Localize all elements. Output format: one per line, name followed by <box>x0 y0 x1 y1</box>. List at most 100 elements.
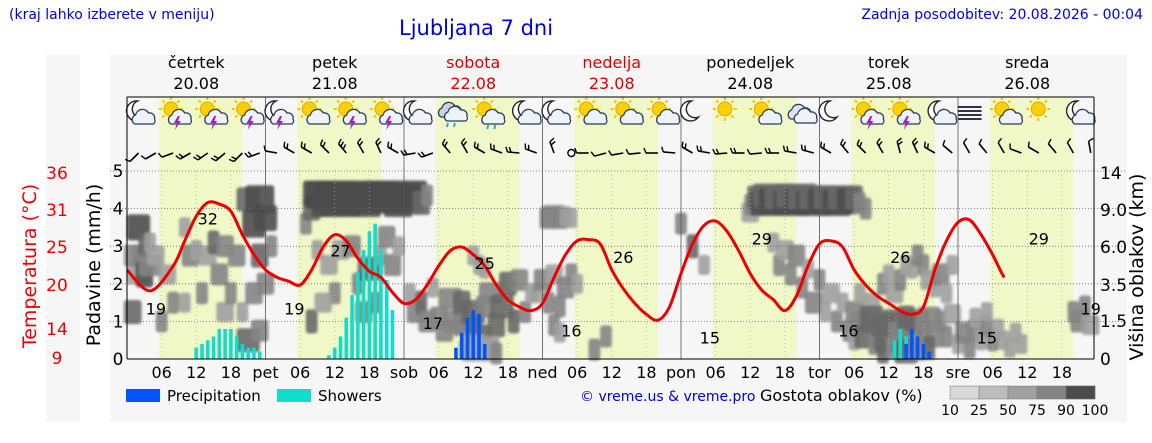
cloud-density-level: 25 <box>970 403 988 419</box>
wind-barb <box>417 151 434 158</box>
showers-bar <box>373 223 377 359</box>
hour-tick: 06 <box>567 363 587 382</box>
wind-barb <box>300 141 313 154</box>
day-abbr-tick: ned <box>527 363 557 382</box>
showers-bar <box>892 340 897 359</box>
daylight-band <box>712 97 797 359</box>
hour-tick: 12 <box>463 363 483 382</box>
credit-text: © vreme.us & vreme.pro <box>580 389 755 405</box>
showers-bar <box>327 355 331 359</box>
wind-barb <box>283 141 295 154</box>
day-date: 23.08 <box>589 74 635 93</box>
precipitation-bar <box>915 336 920 359</box>
sun-icon <box>712 97 737 121</box>
wind-barb <box>1066 137 1075 154</box>
cloud-cell <box>553 322 566 343</box>
cloud-cell <box>421 184 433 207</box>
showers-bar <box>379 249 383 359</box>
moon-cloud-icon <box>541 100 572 125</box>
showers-bar <box>350 295 354 359</box>
cloud-rain-icon <box>437 101 468 128</box>
wind-barb <box>962 137 971 154</box>
precipitation-bar <box>910 328 914 359</box>
precipitation-tick: 2 <box>113 275 124 295</box>
wind-barb <box>337 138 347 154</box>
wind-barb <box>643 147 658 154</box>
cloud-cell <box>946 255 959 275</box>
sun-cloud-icon <box>647 97 681 125</box>
temperature-tick: 20 <box>46 276 68 296</box>
precipitation-swatch <box>126 389 160 402</box>
day-name: ponedeljek <box>706 53 795 72</box>
cloud-density-swatch <box>1007 385 1038 400</box>
wind-barb <box>978 138 988 154</box>
cloud-cell <box>940 283 953 304</box>
cloud-cell <box>1004 337 1016 358</box>
showers-bar <box>367 231 372 359</box>
hour-tick: 06 <box>290 363 310 382</box>
showers-bar <box>332 347 337 359</box>
precipitation-bar <box>483 343 487 359</box>
hour-tick: 06 <box>151 363 171 382</box>
last-update: Zadnja posodobitev: 20.08.2026 - 00:04 <box>861 7 1143 23</box>
showers-bar <box>252 347 256 359</box>
day-date: 26.08 <box>1004 74 1050 93</box>
hour-tick: 06 <box>844 363 864 382</box>
cloud-cell <box>383 254 402 276</box>
temperature-line <box>125 200 1006 322</box>
cloud-cell <box>236 302 249 322</box>
temperature-label: 26 <box>890 248 910 267</box>
cloud-cell <box>804 291 823 314</box>
cloud-cell <box>487 313 506 338</box>
sun-cloud-icon <box>749 97 783 125</box>
temperature-tick: 9 <box>52 349 63 369</box>
wind-barb <box>574 147 589 154</box>
showers-bar <box>344 317 349 359</box>
cloud-cell <box>1079 295 1091 318</box>
day-abbr-tick: pet <box>252 363 278 382</box>
sun-cloud-icon <box>574 97 608 125</box>
wind-barb <box>356 137 365 154</box>
hour-tick: 18 <box>498 363 518 382</box>
wind-barb <box>942 139 953 154</box>
precipitation-bar <box>927 351 931 359</box>
sun-cloud-rain-icon <box>472 97 506 130</box>
cloud-height-tick: 0 <box>1100 350 1111 370</box>
cloud-cell <box>553 295 566 318</box>
showers-bar <box>898 328 903 359</box>
wind-barb <box>896 137 903 154</box>
day-name: torek <box>868 53 910 72</box>
temperature-label: 16 <box>838 321 858 340</box>
hour-tick: 18 <box>775 363 795 382</box>
wind-barb <box>489 143 503 154</box>
showers-bar <box>229 328 233 359</box>
wind-barb <box>911 137 919 154</box>
wind-barb <box>997 137 1005 154</box>
cloud-height-tick: 14 <box>1100 164 1122 184</box>
temperature-label: 32 <box>198 210 218 229</box>
cloud-cell <box>314 292 332 313</box>
wind-barb <box>746 148 762 155</box>
precipitation-bar <box>921 343 926 359</box>
day-name: sobota <box>446 53 500 72</box>
wind-barb <box>819 141 832 154</box>
wind-barb <box>764 147 780 154</box>
showers-bar <box>257 351 262 359</box>
wind-barb <box>1047 138 1057 154</box>
wind-barb <box>1009 143 1022 154</box>
wind-barb <box>244 151 261 158</box>
cloud-cell <box>250 243 269 268</box>
cloud-density-level: 10 <box>941 403 959 419</box>
wind-barb <box>140 152 157 160</box>
wind-barb <box>625 148 641 155</box>
cloud-density-swatch <box>1065 385 1096 400</box>
cloud-cell <box>377 225 396 248</box>
day-date: 20.08 <box>173 74 219 93</box>
sun-cloud-thunder-icon <box>851 97 885 130</box>
showers-bar <box>384 280 389 359</box>
temperature-tick: 36 <box>46 164 68 184</box>
wind-barb <box>1087 137 1094 154</box>
hour-tick: 18 <box>913 363 933 382</box>
sun-icon <box>1026 97 1051 121</box>
cloud-density-title: Gostota oblakov (%) <box>760 386 923 405</box>
